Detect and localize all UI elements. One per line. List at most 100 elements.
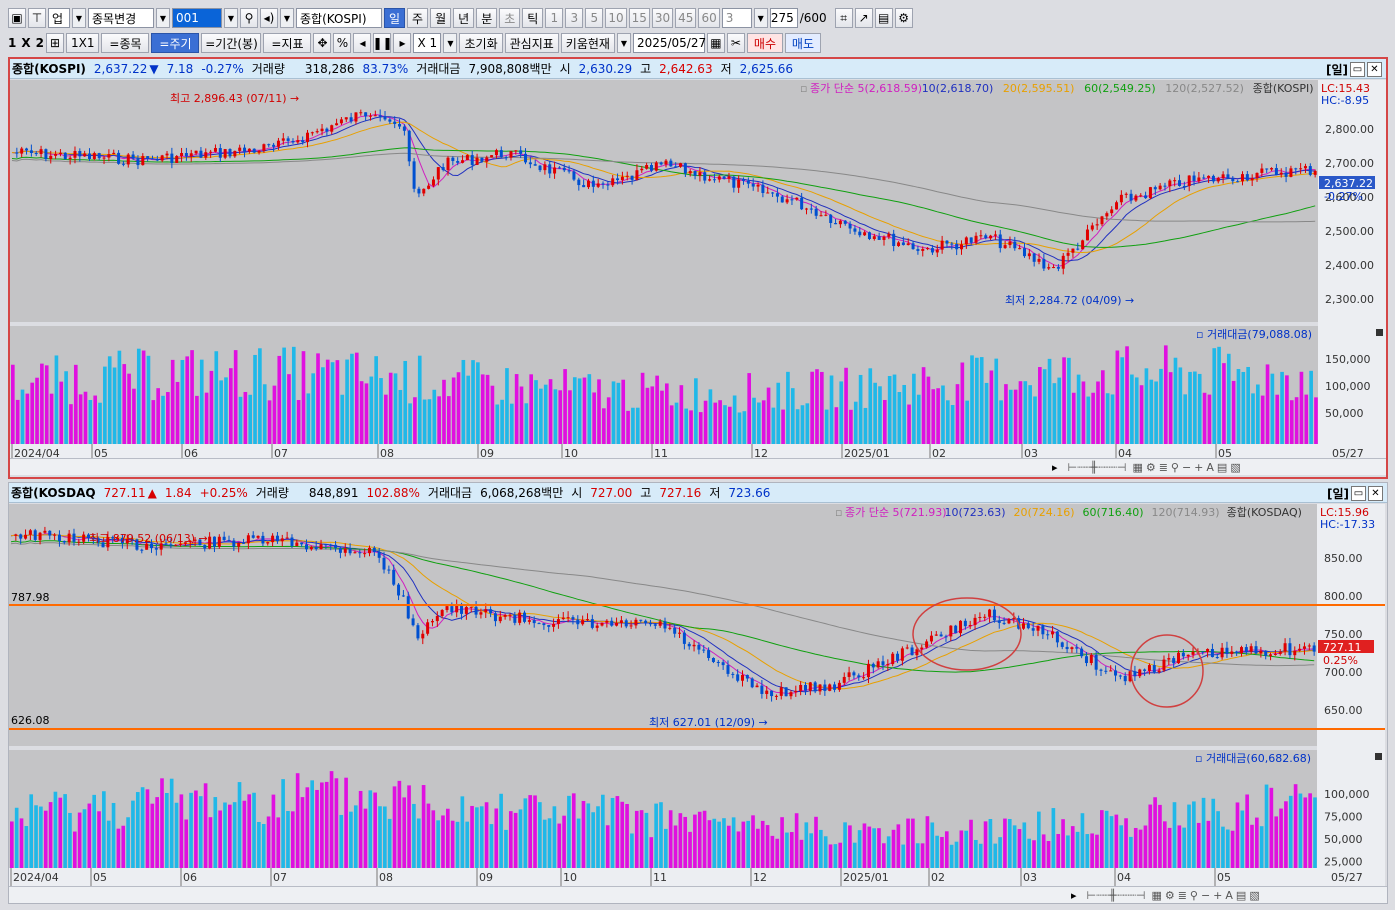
volume-bar — [1091, 392, 1095, 444]
volume-bar — [761, 400, 766, 444]
volume-bar — [572, 377, 577, 444]
layout-x[interactable]: X — [21, 36, 31, 50]
multiplier-dropdown[interactable]: ▼ — [443, 33, 458, 53]
window-icon[interactable]: ▣ — [8, 8, 26, 28]
period-minute[interactable]: 분 — [476, 8, 498, 28]
period-day[interactable]: 일 — [384, 8, 406, 28]
volume-bar — [523, 798, 528, 868]
kosdaq-scrollbar[interactable]: ▸ ⊢┈┈╫┈┈┈⊣ ▦⚙≣⚲−+A▤▧ — [9, 886, 1387, 903]
candle-body — [485, 157, 489, 162]
volume-close-icon[interactable] — [1375, 753, 1382, 760]
scroll-right-icon[interactable]: ▸ — [1052, 460, 1058, 474]
kosdaq-chart-canvas[interactable]: ▫ 종가 단순 5(721.93)10(723.63) 20(724.16) 60(7… — [9, 504, 1385, 886]
kospi-scrollbar[interactable]: ▸ ⊢┈┈╫┈┈┈⊣ ▦⚙≣⚲−+A▤▧ — [10, 458, 1386, 475]
layout-1x1[interactable]: 1X1 — [65, 33, 100, 53]
pause-icon[interactable]: ❚❚ — [372, 33, 393, 53]
volume-bar — [582, 377, 587, 444]
trend-icon[interactable]: ↗ — [854, 8, 873, 28]
candle-body — [203, 545, 207, 549]
volume-bar — [500, 399, 504, 444]
stock-change-select[interactable]: 종목변경 — [88, 8, 154, 28]
count-input[interactable]: 3 — [721, 8, 752, 28]
period-month[interactable]: 월 — [430, 8, 452, 28]
candle-body — [33, 530, 37, 540]
candle-body — [1080, 648, 1084, 657]
ma-legend-item: 10(2,618.70) — [922, 82, 994, 95]
chart-tool-icon[interactable]: ⌗ — [834, 8, 853, 28]
volume-bar — [214, 351, 219, 444]
save-icon[interactable]: ▤ — [874, 8, 893, 28]
period-year[interactable]: 년 — [453, 8, 475, 28]
zoom-slider[interactable]: ⊢┈┈╫┈┈┈⊣ — [1067, 460, 1127, 474]
num-15[interactable]: 15 — [628, 8, 650, 28]
kosdaq-maximize-icon[interactable]: ▭ — [1351, 486, 1366, 501]
kospi-tool-icons[interactable]: ▦⚙≣⚲−+A▤▧ — [1132, 460, 1244, 474]
indicator-button[interactable]: =지표 — [263, 33, 312, 53]
stock-button[interactable]: =종목 — [101, 33, 150, 53]
candle-body — [256, 535, 260, 538]
volume-bar — [852, 842, 857, 868]
num-30[interactable]: 30 — [651, 8, 674, 28]
hc-label: HC:-17.33 — [1320, 518, 1375, 531]
kospi-close-icon[interactable]: ✕ — [1367, 62, 1382, 77]
num-3[interactable]: 3 — [565, 8, 584, 28]
kiwoom-dropdown[interactable]: ▼ — [616, 33, 631, 53]
candle-body — [658, 621, 662, 626]
volume-bar — [29, 794, 34, 868]
kosdaq-tool-icons[interactable]: ▦⚙≣⚲−+A▤▧ — [1151, 888, 1263, 902]
range-button[interactable]: =기간(봉) — [201, 33, 262, 53]
range-input[interactable]: 275 — [769, 8, 798, 28]
num-5[interactable]: 5 — [585, 8, 604, 28]
zoom-slider[interactable]: ⊢┈┈╫┈┈┈⊣ — [1086, 888, 1146, 902]
period-tick[interactable]: 틱 — [522, 8, 544, 28]
count-dropdown[interactable]: ▼ — [753, 8, 768, 28]
calendar-icon[interactable]: ▦ — [706, 33, 725, 53]
reset-button[interactable]: 초기화 — [459, 33, 503, 53]
volume-bar — [955, 384, 960, 444]
stock-change-dropdown[interactable]: ▼ — [156, 8, 170, 28]
layout-2[interactable]: 2 — [35, 36, 44, 50]
watch-indicator-button[interactable]: 관심지표 — [504, 33, 559, 53]
period-second[interactable]: 초 — [499, 8, 521, 28]
move-icon[interactable]: ✥ — [313, 33, 332, 53]
prev-icon[interactable]: ◂ — [353, 33, 372, 53]
kiwoom-current-button[interactable]: 키움현재 — [560, 33, 615, 53]
kospi-chart-canvas[interactable]: ▫ 종가 단순 5(2,618.59) 10(2,618.70) 20(2,595.5… — [10, 80, 1386, 460]
volume-close-icon[interactable] — [1376, 329, 1383, 336]
layout-1[interactable]: 1 — [8, 36, 17, 50]
date-label: 03 — [1023, 871, 1037, 884]
code-dropdown[interactable]: ▼ — [224, 8, 238, 28]
kosdaq-vol-pct: 102.88% — [366, 485, 420, 500]
num-1[interactable]: 1 — [545, 8, 564, 28]
pin-icon[interactable]: ⊤ — [28, 8, 46, 28]
speaker-dropdown[interactable]: ▼ — [280, 8, 294, 28]
volume-bar — [1130, 374, 1134, 444]
gear-icon[interactable]: ⚙ — [894, 8, 913, 28]
scissors-icon[interactable]: ✂ — [726, 33, 745, 53]
date-input[interactable]: 2025/05/27 — [632, 33, 706, 53]
search-icon[interactable]: ⚲ — [240, 8, 258, 28]
candle-body — [1061, 255, 1065, 269]
speaker-icon[interactable]: ◂) — [260, 8, 278, 28]
period-button[interactable]: =주기 — [151, 33, 200, 53]
code-input[interactable]: 001 — [172, 8, 222, 28]
candle-body — [843, 220, 847, 224]
volume-bar — [902, 384, 907, 444]
sell-button[interactable]: 매도 — [784, 33, 821, 53]
num-60[interactable]: 60 — [698, 8, 720, 28]
period-week[interactable]: 주 — [407, 8, 429, 28]
num-10[interactable]: 10 — [605, 8, 627, 28]
kospi-maximize-icon[interactable]: ▭ — [1350, 62, 1365, 77]
volume-bar — [258, 348, 262, 444]
scroll-right-icon[interactable]: ▸ — [1071, 888, 1077, 902]
multiplier-select[interactable]: X 1 — [413, 33, 442, 53]
grid-icon[interactable]: ⊞ — [45, 33, 64, 53]
buy-button[interactable]: 매수 — [746, 33, 783, 53]
num-45[interactable]: 45 — [675, 8, 697, 28]
percent-button[interactable]: % — [333, 33, 352, 53]
kosdaq-close-icon[interactable]: ✕ — [1368, 486, 1383, 501]
kosdaq-name: 종합(KOSDAQ — [11, 486, 96, 500]
market-dropdown[interactable]: ▼ — [72, 8, 86, 28]
market-select[interactable]: 업 — [48, 8, 70, 28]
next-icon[interactable]: ▸ — [393, 33, 412, 53]
